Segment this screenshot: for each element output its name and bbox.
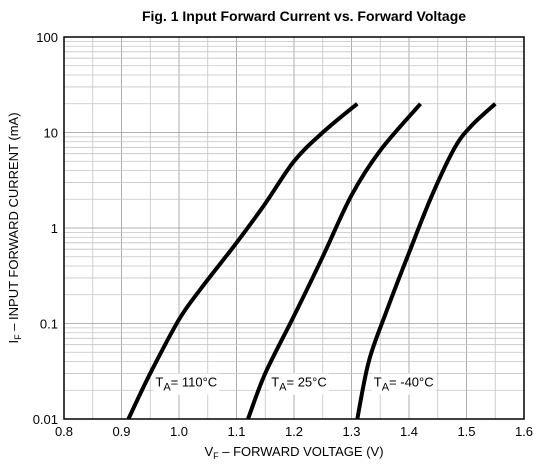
series-line — [126, 102, 359, 420]
x-tick-label: 0.9 — [112, 424, 130, 439]
x-tick-label: 1.4 — [400, 424, 418, 439]
y-tick-label: 10 — [44, 126, 58, 141]
annotation-layer: TA= 110°C TA= 25°C TA= -40°C — [153, 373, 436, 395]
y-axis-title-main: I — [6, 340, 21, 344]
curve-label-main: T — [374, 374, 382, 389]
x-tick-label: 1.6 — [515, 424, 533, 439]
x-tick-label: 1.2 — [285, 424, 303, 439]
y-tick-label: 0.01 — [33, 412, 58, 427]
x-axis-title-main: V — [204, 444, 213, 459]
x-axis-title-rest: – FORWARD VOLTAGE (V) — [219, 444, 384, 459]
grid — [63, 37, 525, 420]
curve-label-main: T — [155, 374, 163, 389]
curve-label-rest: = 25°C — [286, 374, 326, 389]
y-axis-title-sub: F — [13, 334, 23, 340]
curve-label-sub: A — [279, 381, 287, 393]
curve-label-sub: A — [382, 381, 390, 393]
series-layer — [126, 102, 497, 420]
y-tick-label: 100 — [36, 30, 58, 45]
tick-labels: 0.8 0.9 1.0 1.1 1.2 1.3 1.4 1.5 1.6 0.01 0.1 1 10 100 — [33, 30, 533, 439]
curve-label-sub: A — [163, 381, 171, 393]
x-axis-title: VF – FORWARD VOLTAGE (V) — [204, 444, 383, 461]
curve-label: TA= 110°C — [155, 374, 217, 393]
x-tick-label: 1.5 — [457, 424, 475, 439]
x-axis-title-sub: F — [213, 451, 219, 461]
y-axis-title-rest: – INPUT FORWARD CURRENT (mA) — [6, 112, 21, 334]
curve-label-rest: = -40°C — [389, 374, 434, 389]
curve-label-background — [269, 373, 329, 395]
x-tick-label: 0.8 — [55, 424, 73, 439]
plot-area-border — [63, 36, 525, 420]
x-tick-label: 1.1 — [227, 424, 245, 439]
series-line — [355, 102, 497, 420]
curve-label-rest: = 110°C — [171, 374, 218, 389]
y-tick-label: 1 — [51, 221, 58, 236]
chart-title: Fig. 1 Input Forward Current vs. Forward… — [141, 8, 467, 24]
x-tick-label: 1.3 — [342, 424, 360, 439]
curve-label-background — [371, 373, 436, 395]
y-tick-label: 0.1 — [40, 317, 58, 332]
x-tick-label: 1.0 — [170, 424, 188, 439]
curve-label: TA= -40°C — [374, 374, 434, 393]
curve-label-main: T — [271, 374, 279, 389]
curve-label-background — [153, 373, 220, 395]
y-axis-title: IF – INPUT FORWARD CURRENT (mA) — [6, 112, 23, 343]
curve-label: TA= 25°C — [271, 374, 327, 393]
series-line — [246, 102, 423, 420]
